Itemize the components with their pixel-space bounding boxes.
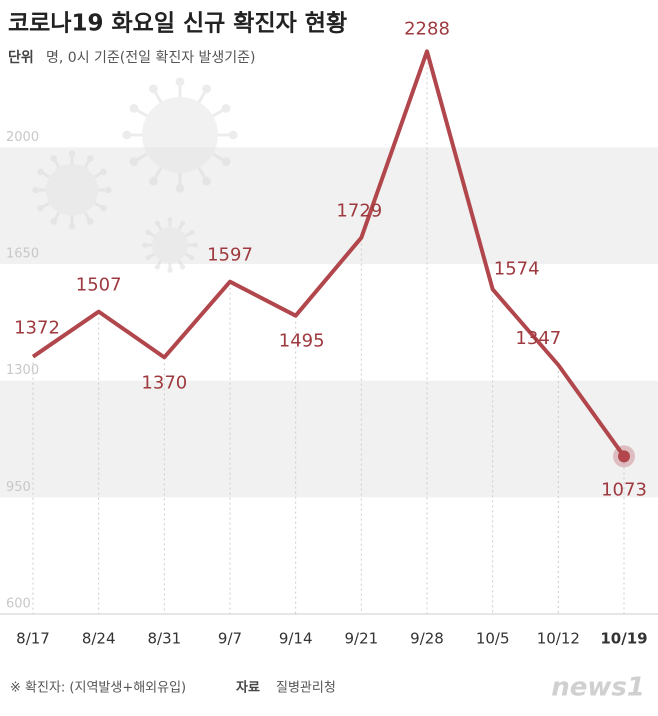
- value-label: 1507: [76, 275, 122, 296]
- plot: 600 950 1300 1650 2000 8/17 8/24 8/31 9/7 9/14 9/2…: [0, 18, 658, 648]
- spike-tip: [192, 242, 198, 248]
- spike-tip: [148, 84, 158, 94]
- spike-tip: [122, 130, 132, 140]
- spike-tip: [221, 157, 231, 167]
- unit-text: 명, 0시 기준(전일 확진자 발생기준): [46, 50, 256, 66]
- spike-tip: [175, 77, 185, 87]
- spike-tip: [145, 229, 151, 236]
- spike-tip: [50, 155, 58, 162]
- spike-tip: [167, 267, 173, 273]
- spike-tip: [148, 176, 158, 186]
- x-tick-label: 9/28: [410, 630, 444, 648]
- value-label: 1073: [601, 479, 647, 500]
- spike-tip: [202, 176, 212, 186]
- x-tick-label: 8/17: [16, 630, 50, 648]
- x-tick-label: 8/31: [147, 630, 181, 648]
- y-tick-label: 950: [6, 480, 31, 495]
- spike-tip: [68, 223, 76, 230]
- band: [0, 380, 658, 498]
- value-label: 1729: [336, 201, 382, 222]
- virus-body: [152, 227, 188, 263]
- value-label: 1347: [515, 328, 561, 349]
- spike-tip: [145, 254, 151, 261]
- spike-tip: [86, 155, 94, 162]
- x-tick-label: 10/5: [476, 630, 510, 648]
- source: 질병관리청: [276, 681, 336, 696]
- logo: news1: [551, 673, 645, 703]
- source-label: 자료: [236, 681, 260, 696]
- y-tick-label: 600: [6, 597, 31, 612]
- x-tick-label: 9/21: [344, 630, 378, 648]
- spike-tip: [221, 103, 231, 113]
- spike-tip: [37, 204, 44, 212]
- virus-icon: [142, 217, 198, 273]
- spike-tip: [32, 186, 39, 194]
- value-label: 1574: [494, 258, 540, 279]
- virus-icon: [122, 77, 238, 193]
- value-label: 1597: [207, 245, 253, 266]
- value-label: 1370: [141, 372, 187, 393]
- spike-tip: [50, 218, 58, 225]
- spike-tip: [189, 229, 195, 236]
- virus-body: [46, 164, 98, 216]
- value-label: 1495: [279, 331, 325, 352]
- data-line: [31, 49, 626, 458]
- virus-icon: [32, 150, 112, 230]
- spike-tip: [179, 264, 186, 270]
- end-point: [618, 450, 630, 463]
- spike-tip: [228, 130, 238, 140]
- spike-tip: [86, 218, 94, 225]
- spike-tip: [167, 217, 173, 223]
- x-tick-label: 10/12: [537, 630, 580, 648]
- spike-tip: [129, 103, 139, 113]
- spike-tip: [175, 183, 185, 193]
- spike-tip: [100, 168, 107, 176]
- y-tick-label: 1300: [6, 363, 39, 378]
- y-tick-label: 2000: [6, 130, 39, 145]
- spike-tip: [68, 150, 76, 157]
- x-tick-label: 8/24: [82, 630, 116, 648]
- spike-tip: [100, 204, 107, 212]
- note: ※ 확진자: (지역발생+해외유입): [10, 681, 186, 696]
- spike-tip: [129, 157, 139, 167]
- band: [0, 147, 658, 264]
- value-label: 1372: [14, 318, 60, 339]
- virus-body: [142, 97, 218, 173]
- spike-tip: [37, 168, 44, 176]
- spike-tip: [142, 242, 148, 248]
- x-tick-label: 9/7: [218, 630, 242, 648]
- spike-tip: [202, 84, 212, 94]
- spike-tip: [179, 220, 186, 226]
- x-tick-label: 9/14: [279, 630, 313, 648]
- chart-title: 코로나19 화요일 신규 확진자 현황: [8, 11, 347, 37]
- unit-label: 단위: [8, 49, 34, 66]
- value-label: 2288: [404, 18, 450, 39]
- spike-tip: [154, 264, 161, 270]
- spike-tip: [154, 220, 161, 226]
- y-tick-label: 1650: [6, 247, 39, 262]
- spike-tip: [189, 254, 195, 261]
- spike-tip: [105, 186, 112, 194]
- x-tick-label: 10/19: [600, 630, 647, 648]
